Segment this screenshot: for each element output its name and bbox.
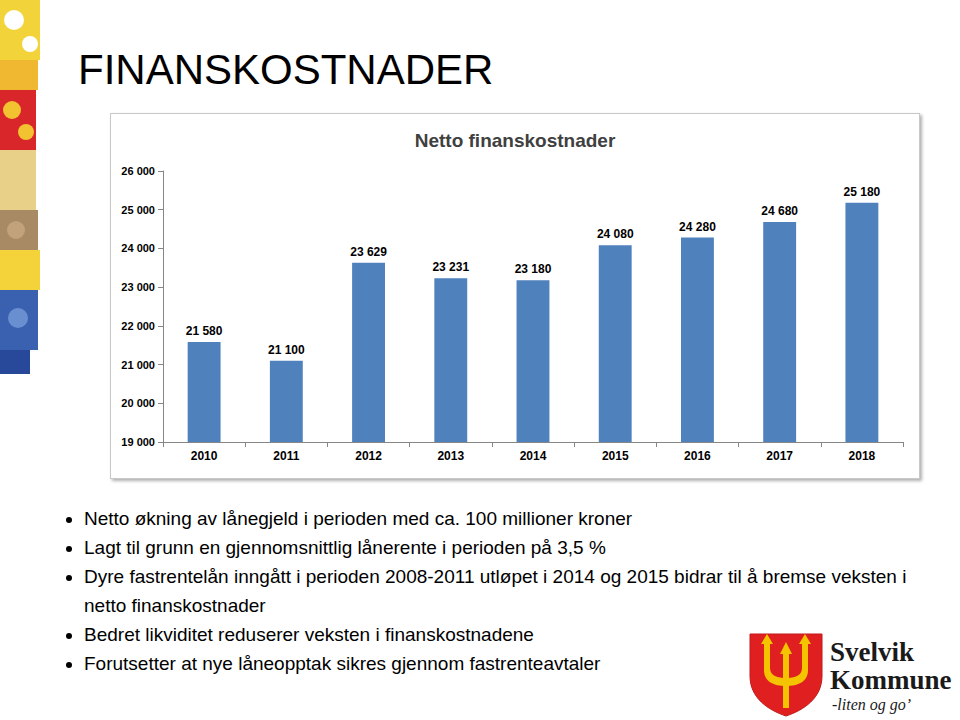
svg-text:25 000: 25 000 [121, 204, 155, 216]
svg-text:24 000: 24 000 [121, 242, 155, 254]
svg-text:23 629: 23 629 [350, 245, 387, 259]
svg-text:2015: 2015 [602, 449, 629, 463]
html-text:Forutsetter at nye låneopptak: Forutsetter at nye låneopptak sikres gje… [84, 653, 601, 674]
svg-text:2011: 2011 [273, 449, 299, 463]
html-text:Kommune: Kommune [830, 665, 952, 695]
svg-text:20 000: 20 000 [121, 397, 155, 409]
svg-text:2012: 2012 [355, 449, 382, 463]
svg-text:25 180: 25 180 [844, 185, 881, 199]
svg-text:2010: 2010 [191, 449, 218, 463]
html-text:Netto økning av lånegjeld i pe: Netto økning av lånegjeld i perioden med… [84, 508, 633, 529]
html-text:FINANSKOSTNADER: FINANSKOSTNADER [78, 46, 494, 93]
svg-text:21 000: 21 000 [121, 359, 155, 371]
html-text:-liten og go’: -liten og go’ [832, 696, 912, 713]
html-text:Dyre fastrentelån inngått i pe: Dyre fastrentelån inngått i perioden 200… [84, 566, 907, 616]
svg-text:21 580: 21 580 [186, 324, 223, 338]
svg-text:24 280: 24 280 [679, 220, 716, 234]
svg-text:21 100: 21 100 [268, 343, 305, 357]
svg-text:22 000: 22 000 [121, 320, 155, 332]
svg-text:2014: 2014 [520, 449, 547, 463]
svg-text:24 080: 24 080 [597, 227, 634, 241]
svg-text:19 000: 19 000 [121, 436, 155, 448]
html-text:Bedret likviditet reduserer ve: Bedret likviditet reduserer veksten i fi… [84, 624, 534, 645]
html-text:Lagt til grunn en gjennomsnitt: Lagt til grunn en gjennomsnittlig lånere… [84, 537, 606, 558]
html-text:Svelvik: Svelvik [830, 637, 914, 667]
svg-text:2013: 2013 [437, 449, 464, 463]
svg-text:23 000: 23 000 [121, 281, 155, 293]
svg-text:24 680: 24 680 [761, 204, 798, 218]
svg-text:26 000: 26 000 [121, 165, 155, 177]
svg-text:2017: 2017 [766, 449, 793, 463]
svg-text:2016: 2016 [684, 449, 711, 463]
svg-text:Netto finanskostnader: Netto finanskostnader [415, 130, 616, 151]
svg-text:2018: 2018 [849, 449, 876, 463]
svg-text:23 231: 23 231 [432, 260, 469, 274]
svg-text:23 180: 23 180 [515, 262, 552, 276]
